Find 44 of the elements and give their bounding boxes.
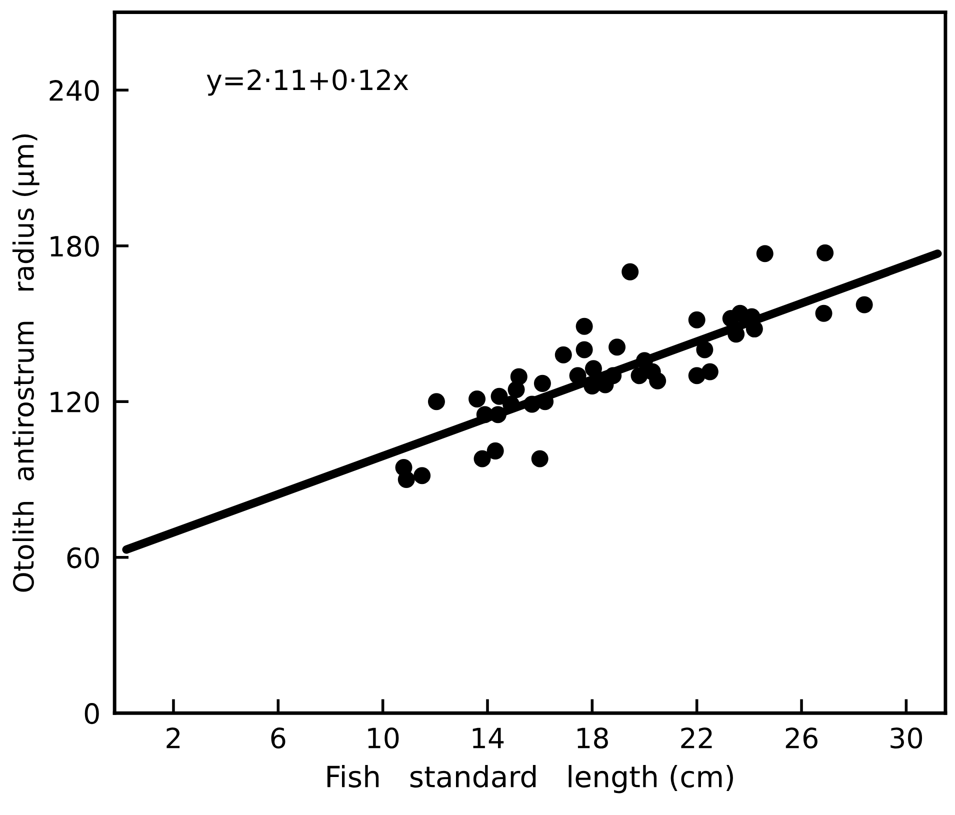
point: [510, 368, 528, 386]
point: [696, 341, 714, 358]
x-tick-label: 22: [681, 728, 712, 748]
x-tick-label: 6: [271, 728, 286, 749]
annotation: y=2·11+0·12x: [206, 69, 408, 96]
x-tick-label: 10: [368, 728, 399, 749]
y-axis-title: Otolith antirostrum radius (µm): [12, 134, 40, 592]
point: [468, 390, 486, 408]
point: [531, 450, 548, 468]
y-tick-label: 120: [50, 392, 99, 413]
x-axis-title: Fish standard length (cm): [327, 765, 733, 794]
point: [584, 360, 602, 378]
point: [486, 442, 504, 460]
x-tick-label: 18: [578, 728, 608, 749]
point: [490, 388, 508, 405]
point: [534, 374, 551, 392]
point: [569, 367, 586, 384]
x-tick-label: 30: [890, 728, 922, 749]
point: [604, 367, 622, 384]
y-tick-label: 0: [84, 703, 99, 724]
point: [474, 450, 491, 468]
point: [756, 245, 774, 262]
point: [701, 363, 718, 380]
point: [576, 318, 593, 335]
point: [649, 372, 666, 390]
point: [554, 346, 572, 364]
point: [398, 470, 415, 488]
x-tick-label: 14: [472, 728, 504, 748]
point: [576, 341, 593, 358]
point: [414, 467, 431, 484]
point: [688, 311, 706, 328]
point: [815, 304, 832, 322]
point: [856, 296, 873, 314]
point: [608, 338, 626, 356]
point: [816, 244, 834, 262]
y-tick-label: 240: [50, 80, 99, 102]
point: [622, 263, 639, 280]
x-tick-label: 2: [166, 728, 180, 748]
y-tick-label: 180: [50, 236, 99, 257]
point: [428, 393, 445, 410]
point: [489, 406, 506, 424]
y-tick-label: 60: [67, 547, 99, 568]
point: [502, 396, 520, 413]
x-tick-label: 26: [786, 728, 818, 749]
